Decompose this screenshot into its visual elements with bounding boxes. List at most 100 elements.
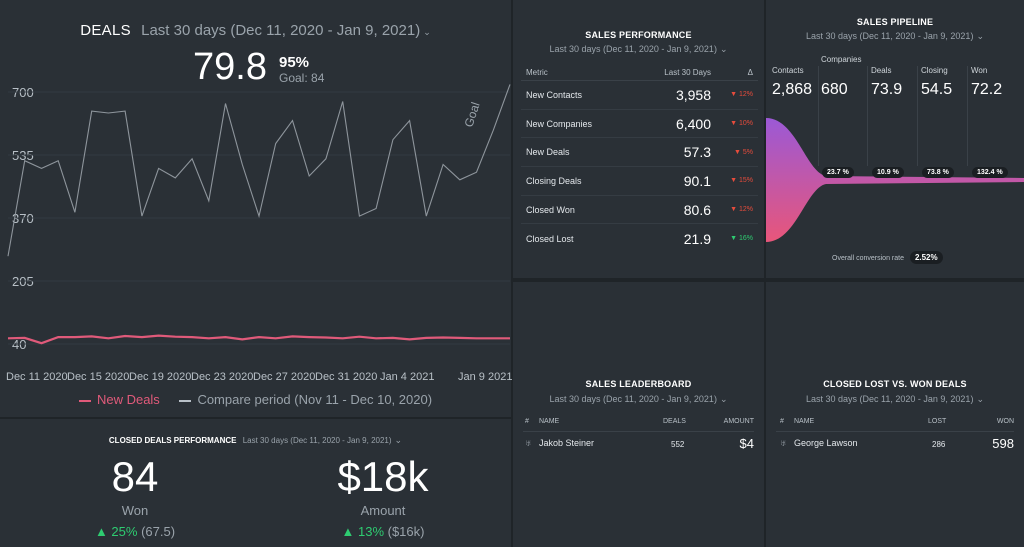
won-delta-value: ▲ 25% <box>94 524 138 539</box>
stage-closing: Closing 54.5 <box>921 66 952 99</box>
goal-line-label: Goal <box>462 100 483 128</box>
x-tick: Dec 23 2020 <box>191 371 254 383</box>
row-delta: ▼ 5% <box>734 148 753 156</box>
row-value: 21.9 <box>683 230 711 247</box>
x-tick: Dec 15 2020 <box>67 371 130 383</box>
header-num: # <box>780 418 784 425</box>
overall-conversion: Overall conversion rate 2.52% <box>832 251 943 264</box>
medal-icon: ♅ <box>525 438 532 448</box>
row-delta: ▼ 16% <box>730 235 753 243</box>
row-delta: ▼ 12% <box>730 91 753 99</box>
header-amount: AMOUNT <box>723 418 754 425</box>
leaderboard-header: # NAME DEALS AMOUNT <box>523 418 754 432</box>
pipeline-date-range-dropdown[interactable]: Last 30 days (Dec 11, 2020 - Jan 9, 2021… <box>766 31 1024 42</box>
legend-swatch <box>78 399 91 402</box>
sp-title: SALES PERFORMANCE <box>585 30 692 40</box>
sales-performance-panel: SALES PERFORMANCE Last 30 days (Dec 11, … <box>513 0 764 278</box>
won-compare: (67.5) <box>141 524 176 539</box>
table-row: Closing Deals 90.1 ▼ 15% <box>521 167 758 196</box>
row-deals: 552 <box>671 440 685 449</box>
table-row: New Companies 6,400 ▼ 10% <box>521 110 758 139</box>
row-value: 6,400 <box>675 115 711 132</box>
legend-new-deals[interactable]: New Deals <box>78 392 160 407</box>
table-row: ♅ George Lawson 286 598 <box>776 436 1014 455</box>
pipeline-title: SALES PIPELINE <box>856 17 934 27</box>
lost-won-header: # NAME LOST WON <box>776 418 1014 432</box>
row-amount: $4 <box>739 436 754 451</box>
lost-won-title: CLOSED LOST VS. WON DEALS <box>823 379 967 389</box>
series-line-new-deals <box>7 334 510 345</box>
cdp-header: CLOSED DEALS PERFORMANCE Last 30 days (D… <box>0 435 511 446</box>
deals-header: DEALS Last 30 days (Dec 11, 2020 - Jan 9… <box>0 22 511 39</box>
row-lost: 286 <box>932 440 946 449</box>
legend-label: New Deals <box>96 392 160 407</box>
row-delta: ▼ 10% <box>730 120 753 128</box>
deals-goal: Goal: 84 <box>279 71 325 85</box>
conversion-rate-pill: 132.4 % <box>972 167 1008 178</box>
sp-date-range-dropdown[interactable]: Last 30 days (Dec 11, 2020 - Jan 9, 2021… <box>513 44 764 55</box>
x-tick: Dec 27 2020 <box>253 371 316 383</box>
series-line-compare <box>7 84 511 257</box>
amount-compare: ($16k) <box>387 524 425 539</box>
cdp-range-label: Last 30 days (Dec 11, 2020 - Jan 9, 2021… <box>242 436 392 445</box>
chevron-down-icon: ⌄ <box>719 394 728 404</box>
x-tick: Jan 9 2021 <box>458 371 513 383</box>
chevron-down-icon: ⌄ <box>719 44 728 54</box>
header-delta: Δ <box>747 67 753 77</box>
x-tick: Dec 11 2020 <box>6 371 68 383</box>
stage-divider <box>867 66 868 166</box>
stage-value: 680 <box>821 81 848 98</box>
conversion-rate-pill: 23.7 % <box>822 167 854 178</box>
stage-deals: Deals 73.9 <box>871 66 902 99</box>
deals-value: 79.8 <box>193 46 267 88</box>
sp-range-label: Last 30 days (Dec 11, 2020 - Jan 9, 2021… <box>549 44 717 54</box>
row-name: George Lawson <box>794 438 858 448</box>
stage-label: Closing <box>921 66 948 75</box>
legend-label: Compare period (Nov 11 - Dec 10, 2020) <box>197 392 433 407</box>
lost-won-date-range-dropdown[interactable]: Last 30 days (Dec 11, 2020 - Jan 9, 2021… <box>766 394 1024 405</box>
chevron-down-icon: ⌄ <box>976 31 984 41</box>
header-name: NAME <box>539 418 560 425</box>
stage-divider <box>917 66 918 166</box>
legend-compare[interactable]: Compare period (Nov 11 - Dec 10, 2020) <box>179 392 432 407</box>
header-won: WON <box>996 418 1014 425</box>
header-last-30: Last 30 Days <box>664 67 711 77</box>
chevron-down-icon: ⌄ <box>394 435 403 445</box>
deals-date-range-dropdown[interactable]: Last 30 days (Dec 11, 2020 - Jan 9, 2021… <box>141 22 431 39</box>
overall-value: 2.52% <box>909 251 943 264</box>
row-delta: ▼ 12% <box>730 206 753 214</box>
row-metric: Closing Deals <box>526 175 582 186</box>
lost-won-range-label: Last 30 days (Dec 11, 2020 - Jan 9, 2021… <box>806 394 974 404</box>
stage-divider <box>967 66 968 166</box>
row-metric: Closed Won <box>526 204 575 215</box>
stage-contacts: Contacts 2,868 <box>772 66 812 99</box>
leaderboard-date-range-dropdown[interactable]: Last 30 days (Dec 11, 2020 - Jan 9, 2021… <box>513 394 764 405</box>
cdp-date-range-dropdown[interactable]: Last 30 days (Dec 11, 2020 - Jan 9, 2021… <box>242 435 403 445</box>
header-deals: DEALS <box>663 418 686 425</box>
stage-value: 2,868 <box>772 81 813 98</box>
row-name: Jakob Steiner <box>539 438 595 448</box>
x-tick: Jan 4 2021 <box>380 371 435 383</box>
deals-panel: DEALS Last 30 days (Dec 11, 2020 - Jan 9… <box>0 0 513 417</box>
amount-metric: $18k Amount ▲ 13% ($16k) <box>283 453 483 539</box>
row-metric: Closed Lost <box>526 233 574 244</box>
chart-legend: New Deals Compare period (Nov 11 - Dec 1… <box>0 392 511 407</box>
stage-value: 72.2 <box>971 81 1003 98</box>
sales-leaderboard-panel: SALES LEADERBOARD Last 30 days (Dec 11, … <box>513 282 764 547</box>
deals-range-label: Last 30 days (Dec 11, 2020 - Jan 9, 2021… <box>141 22 421 39</box>
table-row: ♅ Jakob Steiner 552 $4 <box>523 436 754 455</box>
deals-goal-percent: 95% <box>279 54 310 71</box>
leaderboard-range-label: Last 30 days (Dec 11, 2020 - Jan 9, 2021… <box>549 394 717 404</box>
stage-divider <box>818 66 819 166</box>
funnel-shape <box>766 118 1024 242</box>
stage-label: Won <box>971 66 988 75</box>
medal-icon: ♅ <box>780 438 787 448</box>
conversion-rate-pill: 73.8 % <box>922 167 954 178</box>
deals-title: DEALS <box>80 22 131 39</box>
row-won: 598 <box>992 436 1014 451</box>
cdp-title: CLOSED DEALS PERFORMANCE <box>108 436 237 445</box>
won-label: Won <box>121 503 149 518</box>
stage-value: 54.5 <box>921 81 953 98</box>
legend-swatch <box>179 399 192 402</box>
row-metric: New Deals <box>526 147 570 158</box>
